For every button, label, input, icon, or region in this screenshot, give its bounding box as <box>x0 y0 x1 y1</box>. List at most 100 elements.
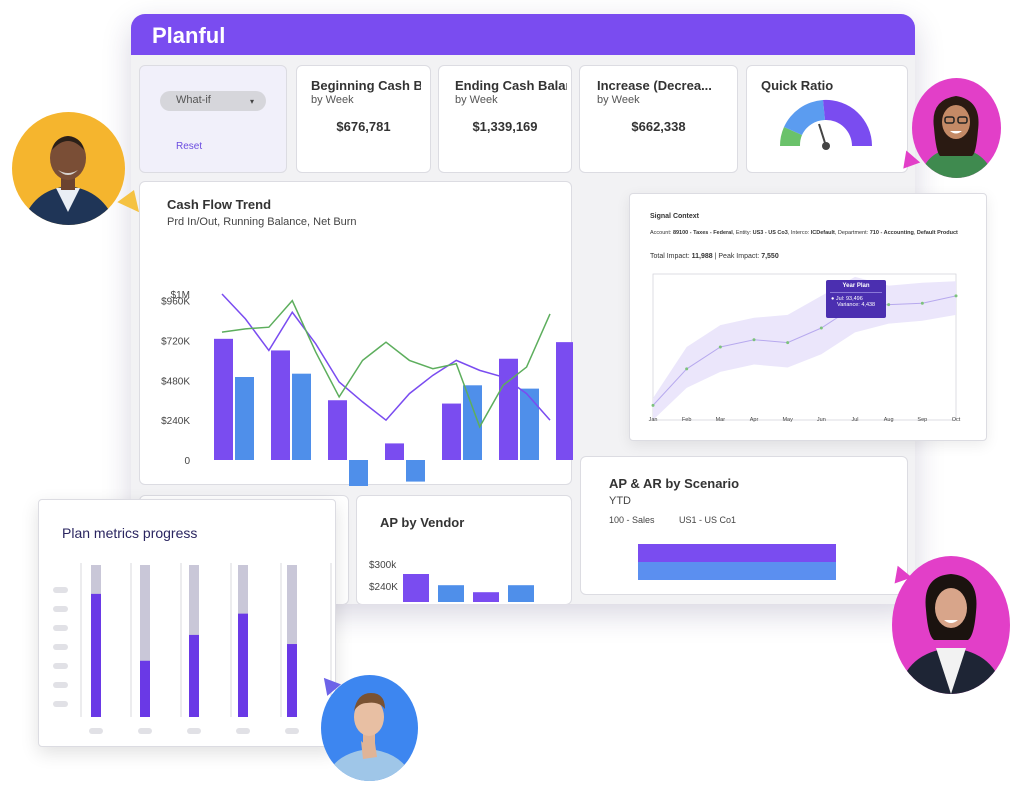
account-label: Account: <box>650 230 672 236</box>
quick-ratio-title: Quick Ratio <box>761 78 834 93</box>
kpi-card-beginning-cash: Beginning Cash B by Week $676,781 <box>296 65 431 173</box>
plan-point <box>685 367 689 371</box>
x-tick-placeholder <box>89 728 103 734</box>
kpi-value: $676,781 <box>336 119 391 134</box>
bar-in <box>271 350 290 460</box>
ap-ar-title: AP & AR by Scenario <box>609 476 740 491</box>
y-tick-label: $720K <box>161 336 190 347</box>
x-tick-label: Apr <box>750 417 759 423</box>
person-icon <box>920 96 994 178</box>
ap-ar-subtitle: YTD <box>609 495 631 507</box>
interco-label: , Interco: <box>787 230 810 236</box>
plan-metrics-chart <box>53 563 332 734</box>
tooltip-line-1-text: Jul: 93,496 <box>835 296 863 302</box>
running-balance-line <box>221 293 551 422</box>
product-label: , <box>913 230 916 236</box>
plan-point <box>752 338 756 342</box>
y-tick-placeholder <box>53 606 68 612</box>
person-icon <box>898 574 1004 694</box>
x-tick-placeholder <box>187 728 201 734</box>
x-tick-label: Jul <box>851 417 858 423</box>
y-tick-placeholder <box>53 587 68 593</box>
kpi-title: Beginning Cash B <box>311 78 421 93</box>
app-window: Planful What-if ▾ Reset Beginning Cash B… <box>131 14 915 604</box>
ap-ar-filter-dept: 100 - Sales <box>609 515 655 525</box>
progress-fill <box>91 593 101 717</box>
kpi-title: Increase (Decrea... <box>597 78 712 93</box>
signal-context-card: Signal Context Account: 89100 - Taxes - … <box>629 193 987 441</box>
y-tick-label: $240K <box>369 582 398 593</box>
y-tick-placeholder <box>53 644 68 650</box>
x-tick-label: Mar <box>716 417 726 423</box>
progress-track <box>140 565 150 717</box>
net-burn-line <box>221 299 551 429</box>
bar-in <box>499 358 518 460</box>
bar-out <box>235 377 254 460</box>
ap-vendor-card: AP by Vendor $300k $240K <box>356 495 572 604</box>
peak-label: | Peak Impact: <box>714 253 760 260</box>
y-tick-placeholder <box>53 663 68 669</box>
signal-tooltip: Year Plan ● Jul: 93,496 Variance: 4,438 <box>826 280 886 318</box>
x-tick-label: Aug <box>884 417 894 423</box>
vendor-bar <box>473 592 499 602</box>
progress-fill <box>238 613 248 717</box>
person-icon <box>325 693 413 781</box>
cash-flow-card: Cash Flow Trend Prd In/Out, Running Bala… <box>139 181 573 486</box>
whatif-dropdown[interactable]: What-if ▾ <box>160 91 266 111</box>
bar-in <box>442 403 461 460</box>
plan-metrics-card: Plan metrics progress <box>38 499 336 747</box>
plan-point <box>920 301 924 305</box>
plan-point <box>819 326 823 330</box>
avatar-woman-blazer <box>892 556 1010 694</box>
vendor-bar <box>403 574 429 602</box>
x-tick-label: Oct <box>952 417 961 423</box>
cash-flow-title: Cash Flow Trend <box>167 197 272 212</box>
reset-button[interactable]: Reset <box>176 141 203 152</box>
quick-ratio-card: Quick Ratio <box>746 65 908 173</box>
kpi-value: $1,339,169 <box>472 119 538 134</box>
kpi-subtitle: by Week <box>597 94 640 106</box>
x-tick-label: Sep <box>917 417 927 423</box>
dept-label: , Department: <box>834 230 869 236</box>
pointer-icon <box>894 565 914 587</box>
ap-bar <box>638 544 836 562</box>
plan-point <box>651 403 655 407</box>
bar-in <box>556 342 573 460</box>
gauge-segment-blue <box>784 100 825 135</box>
avatar-woman-glasses <box>912 78 1001 178</box>
kpi-subtitle: by Week <box>455 94 498 106</box>
plan-metrics-title: Plan metrics progress <box>62 525 198 541</box>
avatar-man-suit <box>12 112 125 225</box>
x-tick-label: Jan <box>649 417 658 423</box>
x-tick-placeholder <box>236 728 250 734</box>
plan-point <box>718 345 722 349</box>
plan-point <box>786 341 790 345</box>
tooltip-line-1: ● Jul: 93,496 <box>831 296 863 302</box>
impact-label: Total Impact: <box>650 253 690 260</box>
kpi-card-ending-cash: Ending Cash Balan by Week $1,339,169 <box>438 65 572 173</box>
whatif-label: What-if <box>176 94 211 106</box>
cash-flow-subtitle: Prd In/Out, Running Balance, Net Burn <box>167 216 357 228</box>
quick-ratio-gauge <box>779 99 873 150</box>
bar-out <box>406 460 425 482</box>
ap-vendor-chart: $300k $240K <box>369 560 534 602</box>
progress-fill <box>287 644 297 717</box>
account-value: 89100 - Taxes - Federal <box>672 230 733 236</box>
person-icon <box>22 136 116 225</box>
ap-vendor-title: AP by Vendor <box>380 515 465 530</box>
plan-point <box>954 294 958 298</box>
progress-track <box>287 565 297 717</box>
progress-fill <box>189 634 199 717</box>
plan-line <box>652 295 957 406</box>
chevron-down-icon: ▾ <box>249 97 254 106</box>
bar-out <box>520 388 539 460</box>
vendor-bar <box>438 585 464 602</box>
plot-frame <box>652 273 957 421</box>
bar-out <box>463 385 482 460</box>
x-tick-placeholder <box>138 728 152 734</box>
confidence-band <box>653 276 956 420</box>
bar-in <box>385 443 404 460</box>
x-tick-label: Feb <box>682 417 691 423</box>
signal-impact: Total Impact: 11,988 | Peak Impact: 7,55… <box>650 253 779 260</box>
